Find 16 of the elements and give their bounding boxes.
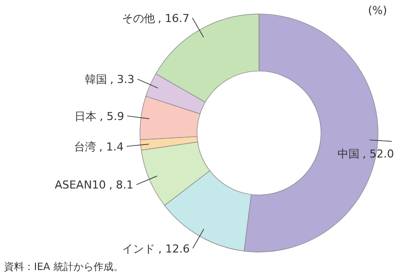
slice-label: その他 bbox=[122, 12, 155, 25]
text: (%) bbox=[368, 4, 387, 17]
slice-label: 台湾 bbox=[74, 140, 96, 154]
data-label: , 16.7 bbox=[158, 12, 190, 25]
data-label: , 3.3 bbox=[110, 73, 134, 86]
slice-label: インド bbox=[122, 242, 156, 256]
data-label: , 5.9 bbox=[100, 110, 124, 123]
data-label: , 52.0 bbox=[362, 147, 394, 160]
data-label: , 8.1 bbox=[108, 178, 134, 192]
text: 資料：IEA 統計から作成。 bbox=[4, 261, 124, 273]
data-label: , 1.4 bbox=[99, 140, 124, 154]
data-label: , 12.6 bbox=[158, 242, 190, 256]
slice-label: 日本 bbox=[74, 110, 97, 123]
slice-label: ASEAN10 bbox=[54, 178, 106, 192]
slice-label: 韓国 bbox=[84, 73, 107, 86]
slice-label: 中国 bbox=[338, 147, 360, 160]
